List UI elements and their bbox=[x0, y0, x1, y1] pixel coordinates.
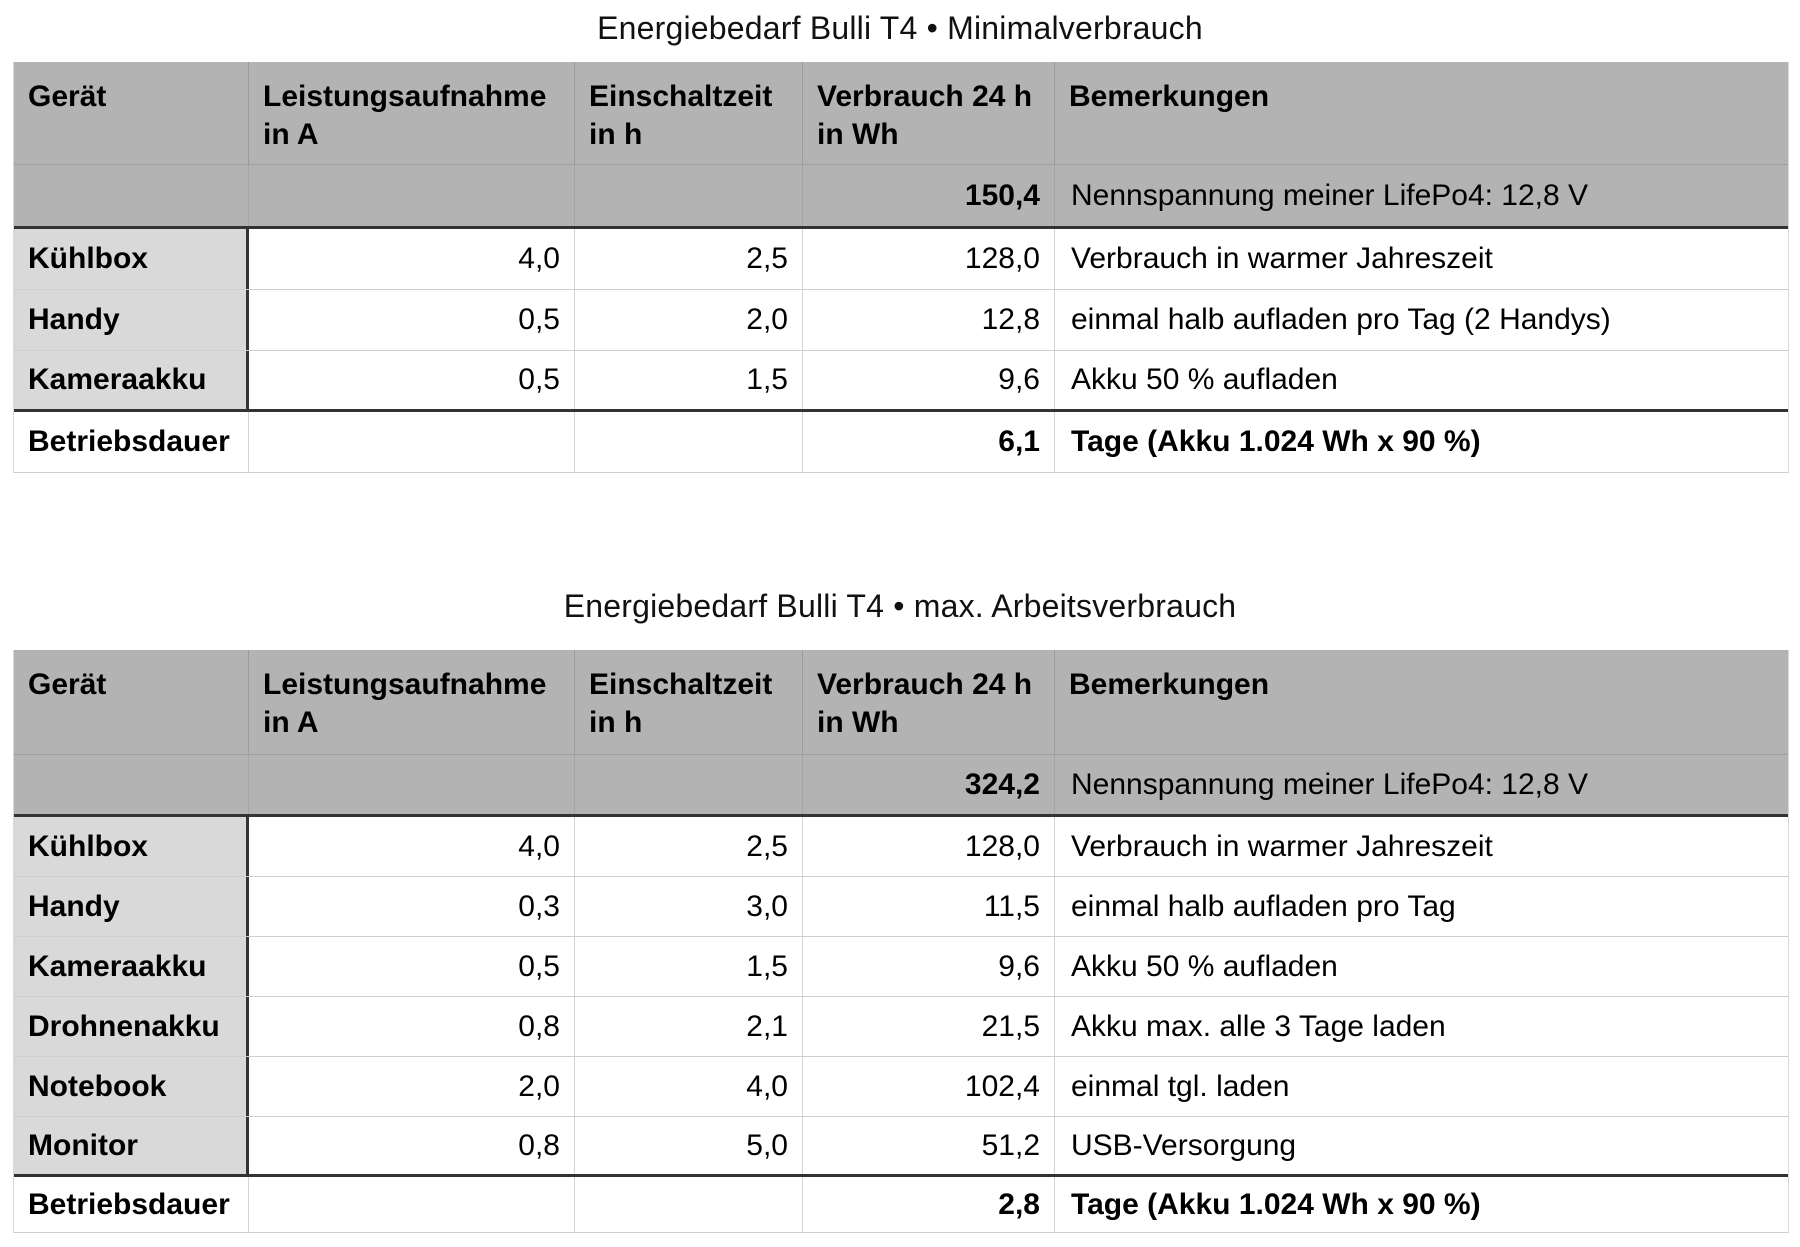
table-1-title: Energiebedarf Bulli T4 • Minimalverbrauc… bbox=[597, 10, 1203, 46]
power-cell: 0,5 bbox=[249, 290, 575, 350]
consumption-cell: 51,2 bbox=[803, 1117, 1055, 1174]
device-cell: Kameraakku bbox=[14, 937, 249, 996]
header-row: Gerät Leistungsaufnahme in A Einschaltze… bbox=[14, 650, 1788, 755]
device-cell: Handy bbox=[14, 290, 249, 350]
remark-cell: einmal halb aufladen pro Tag (2 Handys) bbox=[1071, 303, 1611, 336]
hours-cell: 3,0 bbox=[575, 877, 803, 936]
table-row-kuehlbox: Kühlbox 4,0 2,5 128,0 Verbrauch in warme… bbox=[14, 817, 1788, 877]
device-cell: Kühlbox bbox=[14, 229, 249, 289]
consumption-cell: 128,0 bbox=[803, 817, 1055, 876]
empty-cell bbox=[249, 165, 575, 226]
hours-cell: 2,0 bbox=[575, 290, 803, 350]
table-2-title: Energiebedarf Bulli T4 • max. Arbeitsver… bbox=[563, 588, 1237, 624]
table-max-arbeitsverbrauch: Gerät Leistungsaufnahme in A Einschaltze… bbox=[13, 650, 1789, 1233]
device-cell: Monitor bbox=[14, 1117, 249, 1174]
hours-cell: 1,5 bbox=[575, 351, 803, 409]
hours-cell: 4,0 bbox=[575, 1057, 803, 1116]
power-cell: 0,8 bbox=[249, 997, 575, 1056]
betriebsdauer-label: Betriebsdauer bbox=[14, 1177, 249, 1232]
remark-cell: Verbrauch in warmer Jahreszeit bbox=[1071, 242, 1493, 275]
remark-cell: Akku 50 % aufladen bbox=[1071, 363, 1338, 396]
hours-cell: 5,0 bbox=[575, 1117, 803, 1174]
header-cell-einschaltzeit: Einschaltzeit in h bbox=[575, 62, 803, 164]
device-cell: Kameraakku bbox=[14, 351, 249, 409]
remark-cell: einmal halb aufladen pro Tag bbox=[1071, 889, 1456, 923]
consumption-cell: 11,5 bbox=[803, 877, 1055, 936]
remark-cell: Verbrauch in warmer Jahreszeit bbox=[1071, 829, 1493, 863]
header-cell-bemerkungen: Bemerkungen bbox=[1069, 668, 1270, 701]
empty-cell bbox=[14, 165, 249, 226]
empty-cell bbox=[14, 755, 249, 814]
power-cell: 4,0 bbox=[249, 229, 575, 289]
empty-cell bbox=[575, 165, 803, 226]
betriebsdauer-value-cell: 6,1 bbox=[803, 412, 1055, 472]
header-cell-leistungsaufnahme: Leistungsaufnahme in A bbox=[249, 650, 575, 754]
empty-cell bbox=[575, 1177, 803, 1232]
consumption-cell: 9,6 bbox=[803, 937, 1055, 996]
header-cell-geraet: Gerät bbox=[14, 62, 249, 164]
header-cell-verbrauch: Verbrauch 24 h in Wh bbox=[803, 650, 1055, 754]
consumption-cell: 21,5 bbox=[803, 997, 1055, 1056]
hours-cell: 2,5 bbox=[575, 817, 803, 876]
device-cell: Handy bbox=[14, 877, 249, 936]
remark-cell: USB-Versorgung bbox=[1071, 1128, 1297, 1162]
device-cell: Kühlbox bbox=[14, 817, 249, 876]
consumption-cell: 12,8 bbox=[803, 290, 1055, 350]
remark-cell: Akku max. alle 3 Tage laden bbox=[1071, 1009, 1446, 1043]
betriebsdauer-row: Betriebsdauer 2,8 Tage (Akku 1.024 Wh x … bbox=[14, 1177, 1788, 1233]
empty-cell bbox=[249, 755, 575, 814]
table-row-handy: Handy 0,5 2,0 12,8 einmal halb aufladen … bbox=[14, 290, 1788, 351]
power-cell: 0,8 bbox=[249, 1117, 575, 1174]
hours-cell: 1,5 bbox=[575, 937, 803, 996]
header-cell-geraet: Gerät bbox=[14, 650, 249, 754]
table-row-kuehlbox: Kühlbox 4,0 2,5 128,0 Verbrauch in warme… bbox=[14, 229, 1788, 290]
power-cell: 0,5 bbox=[249, 351, 575, 409]
voltage-remark-cell: Nennspannung meiner LifePo4: 12,8 V bbox=[1071, 178, 1589, 212]
table-row-drohnenakku: Drohnenakku 0,8 2,1 21,5 Akku max. alle … bbox=[14, 997, 1788, 1057]
table-row-notebook: Notebook 2,0 4,0 102,4 einmal tgl. laden bbox=[14, 1057, 1788, 1117]
consumption-cell: 128,0 bbox=[803, 229, 1055, 289]
summary-row: 324,2 Nennspannung meiner LifePo4: 12,8 … bbox=[14, 755, 1788, 817]
power-cell: 0,5 bbox=[249, 937, 575, 996]
empty-cell bbox=[575, 755, 803, 814]
voltage-remark-cell: Nennspannung meiner LifePo4: 12,8 V bbox=[1071, 767, 1589, 801]
summary-row: 150,4 Nennspannung meiner LifePo4: 12,8 … bbox=[14, 165, 1788, 229]
device-cell: Notebook bbox=[14, 1057, 249, 1116]
table-row-kameraakku: Kameraakku 0,5 1,5 9,6 Akku 50 % auflade… bbox=[14, 937, 1788, 997]
header-cell-verbrauch: Verbrauch 24 h in Wh bbox=[803, 62, 1055, 164]
remark-cell: einmal tgl. laden bbox=[1071, 1069, 1290, 1103]
betriebsdauer-label: Betriebsdauer bbox=[14, 412, 249, 472]
table-row-monitor: Monitor 0,8 5,0 51,2 USB-Versorgung bbox=[14, 1117, 1788, 1177]
hours-cell: 2,1 bbox=[575, 997, 803, 1056]
total-consumption-cell: 150,4 bbox=[803, 165, 1055, 226]
power-cell: 0,3 bbox=[249, 877, 575, 936]
empty-cell bbox=[249, 412, 575, 472]
table-minimalverbrauch: Gerät Leistungsaufnahme in A Einschaltze… bbox=[13, 62, 1789, 473]
betriebsdauer-remark-cell: Tage (Akku 1.024 Wh x 90 %) bbox=[1071, 425, 1481, 458]
header-cell-leistungsaufnahme: Leistungsaufnahme in A bbox=[249, 62, 575, 164]
remark-cell: Akku 50 % aufladen bbox=[1071, 949, 1338, 983]
empty-cell bbox=[249, 1177, 575, 1232]
header-row: Gerät Leistungsaufnahme in A Einschaltze… bbox=[14, 62, 1788, 165]
header-cell-bemerkungen: Bemerkungen bbox=[1069, 80, 1270, 113]
device-cell: Drohnenakku bbox=[14, 997, 249, 1056]
betriebsdauer-value-cell: 2,8 bbox=[803, 1177, 1055, 1232]
total-consumption-cell: 324,2 bbox=[803, 755, 1055, 814]
header-cell-einschaltzeit: Einschaltzeit in h bbox=[575, 650, 803, 754]
empty-cell bbox=[575, 412, 803, 472]
hours-cell: 2,5 bbox=[575, 229, 803, 289]
consumption-cell: 102,4 bbox=[803, 1057, 1055, 1116]
table-row-kameraakku: Kameraakku 0,5 1,5 9,6 Akku 50 % auflade… bbox=[14, 351, 1788, 412]
table-row-handy: Handy 0,3 3,0 11,5 einmal halb aufladen … bbox=[14, 877, 1788, 937]
power-cell: 4,0 bbox=[249, 817, 575, 876]
betriebsdauer-row: Betriebsdauer 6,1 Tage (Akku 1.024 Wh x … bbox=[14, 412, 1788, 473]
consumption-cell: 9,6 bbox=[803, 351, 1055, 409]
betriebsdauer-remark-cell: Tage (Akku 1.024 Wh x 90 %) bbox=[1071, 1187, 1481, 1221]
power-cell: 2,0 bbox=[249, 1057, 575, 1116]
